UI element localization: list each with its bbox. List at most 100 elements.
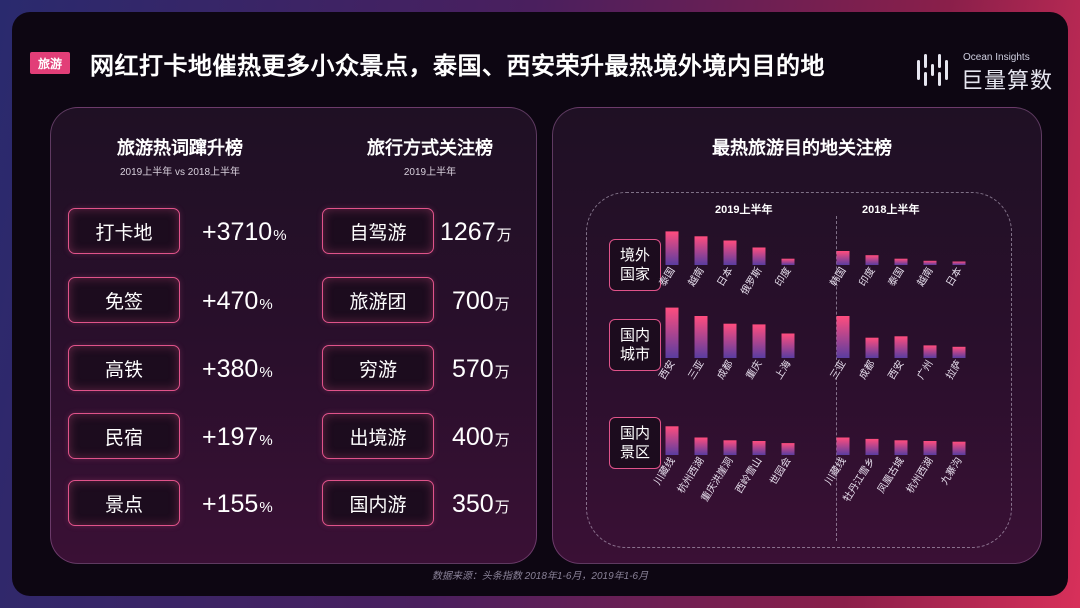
bar-label-1-0: 韩国 [827, 265, 849, 289]
row-label-city: 国内城市 [609, 319, 661, 371]
destination-title: 最热旅游目的地关注榜 [712, 138, 892, 158]
bar-3-4 [952, 346, 966, 358]
bar-label-1-1: 印度 [856, 265, 878, 289]
rise-label-4: 民宿 [68, 413, 180, 459]
bar-label-4-3: 西岭雪山 [732, 455, 764, 496]
bar-label-5-3: 杭州西湖 [903, 455, 935, 496]
bar-0-0 [665, 231, 679, 265]
bar-label-5-2: 凤凰古城 [874, 455, 906, 496]
bar-0-2 [723, 240, 737, 265]
logo-subtitle: Ocean Insights [963, 52, 1030, 63]
bar-2-0 [665, 307, 679, 358]
brand-logo: Ocean Insights 巨量算数 [915, 50, 1065, 93]
bar-label-0-3: 俄罗斯 [738, 265, 765, 297]
mode-value-3: 570万 [452, 355, 510, 383]
mode-value-2: 700万 [452, 287, 510, 315]
rise-value-2: +470% [202, 287, 273, 315]
rise-value-5: +155% [202, 490, 273, 518]
rise-label-3: 高铁 [68, 345, 180, 391]
bar-label-0-0: 泰国 [656, 265, 678, 289]
bar-1-1 [865, 255, 879, 265]
rise-value-3: +380% [202, 355, 273, 383]
bar-1-4 [952, 261, 966, 265]
bar-label-4-0: 川藏线 [651, 455, 678, 487]
data-source: 数据来源：头条指数 2018年1-6月，2019年1-6月 [431, 571, 649, 582]
mode-subtitle: 2019上半年 [403, 167, 457, 178]
page-title: 网红打卡地催热更多小众景点，泰国、西安荣升最热境外境内目的地 [90, 53, 825, 80]
bar-0-3 [752, 247, 766, 265]
bar-label-1-3: 越南 [914, 265, 936, 289]
bar-4-1 [694, 437, 708, 455]
bar-label-4-1: 杭州西湖 [674, 455, 706, 496]
bar-4-4 [781, 443, 795, 455]
bar-2-1 [694, 316, 708, 358]
bar-5-1 [865, 438, 879, 455]
bar-label-3-2: 西安 [885, 358, 907, 382]
bar-2-2 [723, 323, 737, 358]
bar-4-0 [665, 426, 679, 455]
destination-bar-chart: 泰国 越南 日本 俄罗斯 印度 韩国 印度 泰国 越南 日本西安 三亚 成都 重庆 上海 三亚 成都 西安 广州拉… [651, 231, 966, 504]
period-label-2018: 2018上半年 [862, 204, 920, 216]
category-tag: 旅游 [30, 52, 70, 74]
bar-label-5-4: 九寨沟 [938, 455, 965, 487]
bar-label-3-4: 拉萨 [943, 358, 965, 382]
bar-label-1-4: 日本 [943, 265, 965, 289]
bar-5-2 [894, 440, 908, 455]
bar-label-2-2: 成都 [715, 358, 736, 381]
mode-label-5: 国内游 [322, 480, 434, 526]
bar-label-0-1: 越南 [685, 265, 707, 289]
row-label-scenic: 国内景区 [609, 417, 661, 469]
bar-5-3 [923, 441, 937, 455]
rise-label-5: 景点 [68, 480, 180, 526]
logo-name: 巨量算数 [961, 68, 1054, 93]
bar-label-3-3: 广州 [915, 358, 936, 381]
bar-1-2 [894, 258, 908, 265]
bar-5-4 [952, 441, 966, 455]
mode-value-4: 400万 [452, 423, 510, 451]
bar-0-4 [781, 258, 795, 265]
rise-value-1: +3710% [202, 218, 287, 246]
mode-label-3: 穷游 [322, 345, 434, 391]
mode-label-2: 旅游团 [322, 277, 434, 323]
bar-label-2-3: 重庆 [743, 358, 765, 382]
bar-label-2-0: 西安 [656, 358, 678, 382]
left-panel [50, 107, 537, 564]
row-label-foreign: 境外国家 [609, 239, 661, 291]
bar-3-2 [894, 336, 908, 358]
mode-title: 旅行方式关注榜 [367, 138, 493, 158]
rise-value-4: +197% [202, 423, 273, 451]
bar-label-3-0: 三亚 [829, 359, 849, 382]
mode-label-4: 出境游 [322, 413, 434, 459]
bar-0-1 [694, 236, 708, 265]
chart-border [586, 192, 1012, 548]
mode-label-1: 自驾游 [322, 208, 434, 254]
bar-label-2-4: 上海 [772, 358, 794, 382]
bar-label-1-2: 泰国 [885, 265, 907, 289]
bar-2-4 [781, 333, 795, 358]
rise-label-2: 免签 [68, 277, 180, 323]
bar-label-0-2: 日本 [714, 265, 736, 289]
mode-value-1: 1267万 [440, 218, 512, 246]
bar-label-0-4: 印度 [772, 265, 794, 289]
bar-1-0 [836, 251, 850, 265]
rise-title: 旅游热词蹿升榜 [117, 138, 243, 158]
bar-label-4-4: 世园会 [767, 455, 794, 487]
bar-4-3 [752, 441, 766, 455]
bar-3-1 [865, 337, 879, 358]
bar-5-0 [836, 437, 850, 455]
bar-4-2 [723, 440, 737, 455]
period-label-2019: 2019上半年 [715, 204, 773, 216]
period-divider [836, 216, 837, 541]
rise-label-1: 打卡地 [68, 208, 180, 254]
bar-3-0 [836, 316, 850, 358]
bar-label-3-1: 成都 [857, 358, 878, 381]
bar-1-3 [923, 260, 937, 265]
bar-label-2-1: 三亚 [687, 359, 707, 382]
bar-label-5-0: 川藏线 [822, 455, 849, 487]
bar-2-3 [752, 324, 766, 358]
bar-3-3 [923, 345, 937, 358]
rise-subtitle: 2019上半年 vs 2018上半年 [119, 167, 241, 178]
slide-frame: 旅游 网红打卡地催热更多小众景点，泰国、西安荣升最热境外境内目的地 Ocean … [12, 12, 1068, 596]
logo-icon [917, 54, 948, 86]
mode-value-5: 350万 [452, 490, 510, 518]
